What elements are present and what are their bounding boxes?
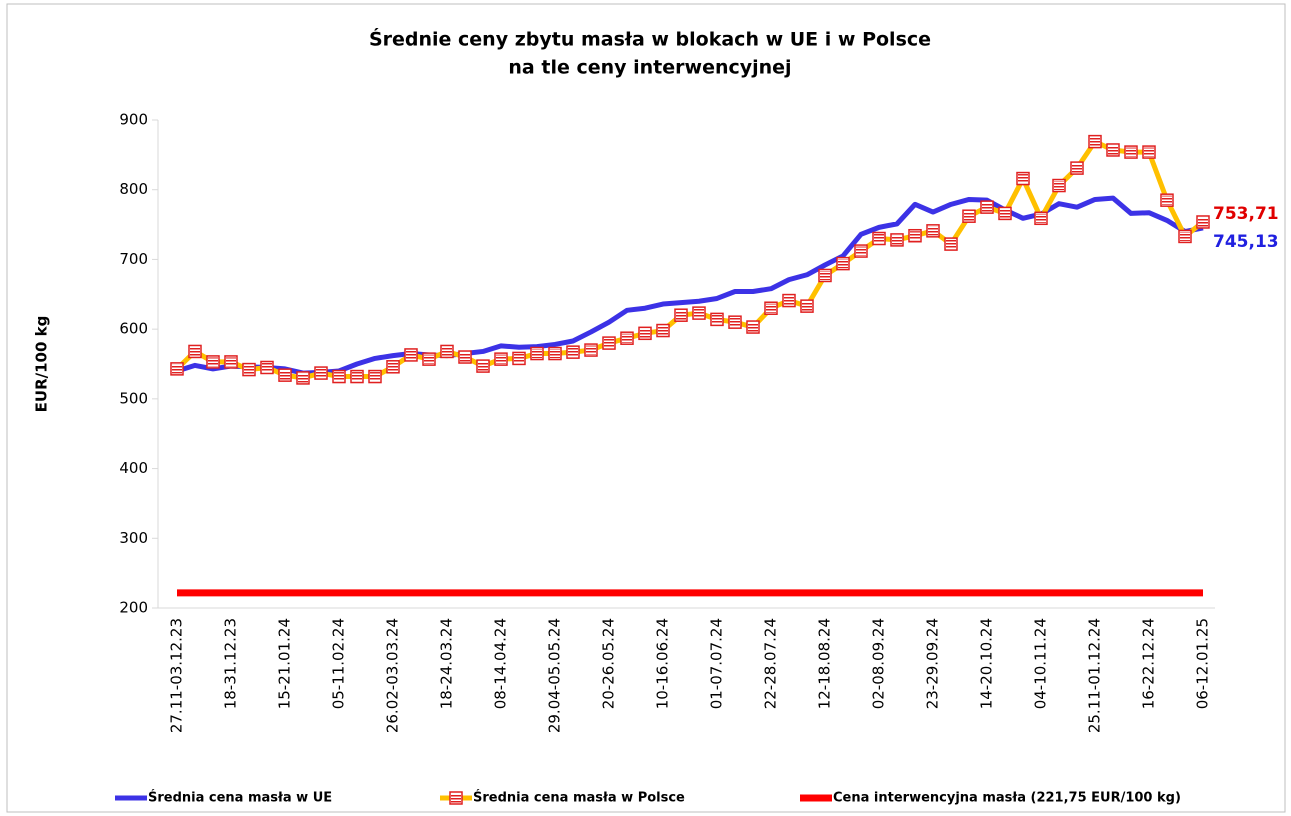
legend-marker-stripes bbox=[451, 793, 461, 803]
x-tick-label: 18-24.03.24 bbox=[438, 618, 456, 709]
point-marker-stripes bbox=[1162, 195, 1172, 205]
point-marker-stripes bbox=[262, 362, 272, 372]
point-marker-stripes bbox=[982, 202, 992, 212]
point-marker-stripes bbox=[838, 259, 848, 269]
x-tick-label: 14-20.10.24 bbox=[978, 618, 996, 709]
point-marker-stripes bbox=[208, 357, 218, 367]
x-tick-label: 16-22.12.24 bbox=[1140, 618, 1158, 709]
point-marker-stripes bbox=[802, 301, 812, 311]
point-marker-stripes bbox=[550, 349, 560, 359]
x-tick-label: 06-12.01.25 bbox=[1194, 618, 1212, 709]
x-tick-label: 15-21.01.24 bbox=[276, 618, 294, 709]
point-marker-stripes bbox=[1108, 145, 1118, 155]
frame bbox=[6, 3, 1286, 813]
point-marker-stripes bbox=[766, 303, 776, 313]
point-marker-stripes bbox=[1090, 137, 1100, 147]
x-tick-label: 01-07.07.24 bbox=[708, 618, 726, 709]
x-tick-label: 04-10.11.24 bbox=[1032, 618, 1050, 709]
point-marker-stripes bbox=[640, 328, 650, 338]
point-marker-stripes bbox=[694, 308, 704, 318]
point-marker-stripes bbox=[856, 246, 866, 256]
point-marker-stripes bbox=[928, 226, 938, 236]
point-marker-stripes bbox=[478, 361, 488, 371]
chart-subtitle: na tle ceny interwencyjnej bbox=[508, 57, 791, 79]
point-marker-stripes bbox=[1036, 213, 1046, 223]
point-marker-stripes bbox=[874, 234, 884, 244]
x-tick-label: 26.02-03.03.24 bbox=[384, 618, 402, 733]
point-marker-stripes bbox=[910, 231, 920, 241]
x-tick-label: 05-11.02.24 bbox=[330, 618, 348, 709]
x-tick-label: 25.11-01.12.24 bbox=[1086, 618, 1104, 733]
point-marker-stripes bbox=[748, 322, 758, 332]
x-tick-label: 18-31.12.23 bbox=[222, 618, 240, 709]
point-marker-stripes bbox=[496, 354, 506, 364]
y-tick-label: 400 bbox=[119, 459, 148, 477]
point-marker-stripes bbox=[622, 333, 632, 343]
point-marker-stripes bbox=[568, 347, 578, 357]
y-axis-label: EUR/100 kg bbox=[33, 316, 51, 413]
y-tick-label: 700 bbox=[119, 250, 148, 268]
x-tick-label: 29.04-05.05.24 bbox=[546, 618, 564, 733]
point-marker-stripes bbox=[172, 364, 182, 374]
x-tick-label: 02-08.09.24 bbox=[870, 618, 888, 709]
y-tick-label: 300 bbox=[119, 529, 148, 547]
point-marker-stripes bbox=[946, 239, 956, 249]
x-tick-label: 22-28.07.24 bbox=[762, 618, 780, 709]
point-marker-stripes bbox=[892, 235, 902, 245]
point-marker-stripes bbox=[1180, 231, 1190, 241]
point-marker-stripes bbox=[280, 370, 290, 380]
y-tick-label: 900 bbox=[119, 111, 148, 129]
x-tick-label: 27.11-03.12.23 bbox=[168, 618, 186, 733]
x-tick-label: 20-26.05.24 bbox=[600, 618, 618, 709]
point-marker-stripes bbox=[298, 373, 308, 383]
point-marker-stripes bbox=[1126, 147, 1136, 157]
y-tick-label: 500 bbox=[119, 389, 148, 407]
point-marker-stripes bbox=[1198, 217, 1208, 227]
point-marker-stripes bbox=[316, 368, 326, 378]
series-line bbox=[176, 195, 1204, 376]
point-marker-stripes bbox=[730, 317, 740, 327]
y-tick-label: 800 bbox=[119, 180, 148, 198]
point-marker-stripes bbox=[388, 362, 398, 372]
legend-label: Średnia cena masła w UE bbox=[148, 790, 332, 806]
point-marker-stripes bbox=[964, 211, 974, 221]
legend-label: Cena interwencyjna masła (221,75 EUR/100… bbox=[833, 791, 1181, 806]
point-marker-stripes bbox=[712, 314, 722, 324]
point-marker-stripes bbox=[514, 353, 524, 363]
point-marker-stripes bbox=[676, 310, 686, 320]
value-label: 753,71 bbox=[1213, 204, 1279, 224]
point-marker-stripes bbox=[784, 296, 794, 306]
point-marker-stripes bbox=[1000, 208, 1010, 218]
point-marker-stripes bbox=[190, 346, 200, 356]
point-marker-stripes bbox=[334, 372, 344, 382]
point-marker-stripes bbox=[370, 372, 380, 382]
point-marker-stripes bbox=[1072, 163, 1082, 173]
point-marker-stripes bbox=[226, 357, 236, 367]
point-marker-stripes bbox=[1054, 181, 1064, 191]
point-marker-stripes bbox=[352, 372, 362, 382]
point-marker-stripes bbox=[586, 345, 596, 355]
x-tick-label: 08-14.04.24 bbox=[492, 618, 510, 709]
point-marker-stripes bbox=[1018, 174, 1028, 184]
value-label: 745,13 bbox=[1213, 232, 1279, 252]
point-marker-stripes bbox=[1144, 147, 1154, 157]
legend-label: Średnia cena masła w Polsce bbox=[473, 790, 685, 806]
x-tick-label: 12-18.08.24 bbox=[816, 618, 834, 709]
x-tick-label: 10-16.06.24 bbox=[654, 618, 672, 709]
x-tick-label: 23-29.09.24 bbox=[924, 618, 942, 709]
point-marker-stripes bbox=[244, 365, 254, 375]
point-marker-stripes bbox=[424, 354, 434, 364]
chart-title: Średnie ceny zbytu masła w blokach w UE … bbox=[369, 27, 931, 51]
point-marker-stripes bbox=[442, 346, 452, 356]
y-tick-label: 600 bbox=[119, 320, 148, 338]
point-marker-stripes bbox=[532, 349, 542, 359]
point-marker-stripes bbox=[406, 350, 416, 360]
point-marker-stripes bbox=[658, 326, 668, 336]
series-line bbox=[175, 139, 1205, 381]
point-marker-stripes bbox=[460, 352, 470, 362]
point-marker-stripes bbox=[604, 338, 614, 348]
point-marker-stripes bbox=[820, 270, 830, 280]
y-tick-label: 200 bbox=[119, 599, 148, 617]
